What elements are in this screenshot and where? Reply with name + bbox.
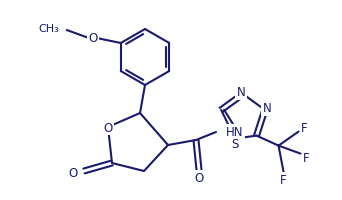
- Text: N: N: [237, 86, 245, 99]
- Text: F: F: [280, 173, 287, 186]
- Text: O: O: [69, 167, 78, 180]
- Text: F: F: [301, 121, 308, 134]
- Text: O: O: [194, 172, 203, 185]
- Text: F: F: [303, 151, 310, 164]
- Text: O: O: [103, 121, 113, 134]
- Text: S: S: [232, 137, 239, 150]
- Text: O: O: [88, 32, 97, 45]
- Text: HN: HN: [226, 126, 244, 139]
- Text: CH₃: CH₃: [38, 24, 59, 34]
- Text: N: N: [263, 102, 271, 115]
